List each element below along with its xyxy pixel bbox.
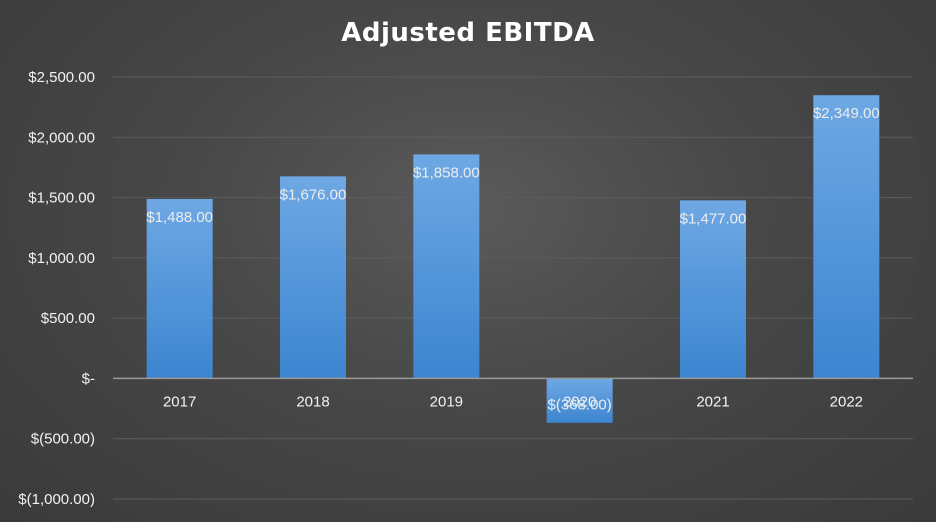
x-tick-label: 2017 [163,393,196,410]
x-tick-label: 2022 [830,393,863,410]
bars [146,95,880,423]
y-tick-label: $500.00 [41,310,95,327]
x-axis-ticks: 2017 2018 2019 2020 2021 2022 [163,393,863,410]
x-tick-label: 2021 [696,393,729,410]
data-label: $2,349.00 [813,105,880,122]
bar [546,378,613,423]
y-tick-label: $(1,000.00) [18,491,95,508]
y-tick-label: $- [82,370,95,387]
x-tick-label: 2019 [430,393,463,410]
data-label: $1,676.00 [280,186,347,203]
data-label: $(368.00) [548,396,612,413]
data-label: $1,477.00 [680,210,747,227]
y-tick-label: $1,000.00 [28,250,95,267]
bar [680,200,746,379]
data-labels: $1,488.00 $1,676.00 $1,858.00 $(368.00) $1,4… [146,105,879,413]
data-label: $1,488.00 [146,209,213,226]
chart-title: Adjusted EBITDA [341,18,595,48]
bar [413,154,480,379]
y-tick-label: $1,500.00 [28,190,95,207]
bar [813,95,880,379]
x-tick-label: 2020 [563,393,596,410]
gridlines [113,76,913,500]
y-tick-label: $2,000.00 [28,129,95,146]
bar [146,199,213,379]
bar [280,176,346,379]
y-tick-label: $2,500.00 [28,69,95,86]
x-tick-label: 2018 [296,393,329,410]
y-tick-label: $(500.00) [31,431,95,448]
data-label: $1,858.00 [413,164,480,181]
y-axis-ticks: $2,500.00 $2,000.00 $1,500.00 $1,000.00 $500… [18,69,95,508]
